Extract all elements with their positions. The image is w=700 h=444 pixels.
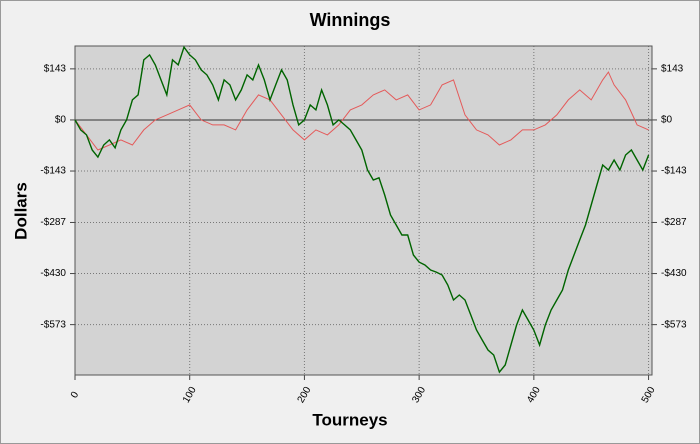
plot-border (74, 45, 653, 376)
y-tick-label: -$143 (40, 166, 66, 177)
x-tick-label: 0 (69, 390, 82, 401)
y-tick-label: $0 (55, 115, 67, 126)
chart-title: Winnings (310, 10, 391, 30)
y2-tick-label: -$287 (661, 217, 687, 228)
x-axis-label: Tourneys (312, 410, 387, 429)
y-axis-label: Dollars (11, 182, 30, 240)
y2-tick-label: -$430 (661, 268, 687, 279)
plot-area (75, 46, 652, 375)
y-tick-label: -$430 (40, 268, 66, 279)
y-tick-label: $143 (44, 64, 67, 75)
series-line (74, 71, 649, 151)
y-tick-label: -$287 (40, 217, 66, 228)
series-line (74, 45, 650, 374)
y-tick-label: -$573 (40, 319, 66, 330)
y2-tick-label: $143 (661, 64, 684, 75)
y2-tick-label: -$573 (661, 319, 687, 330)
y2-tick-label: $0 (661, 115, 673, 126)
y2-tick-label: -$143 (661, 166, 687, 177)
